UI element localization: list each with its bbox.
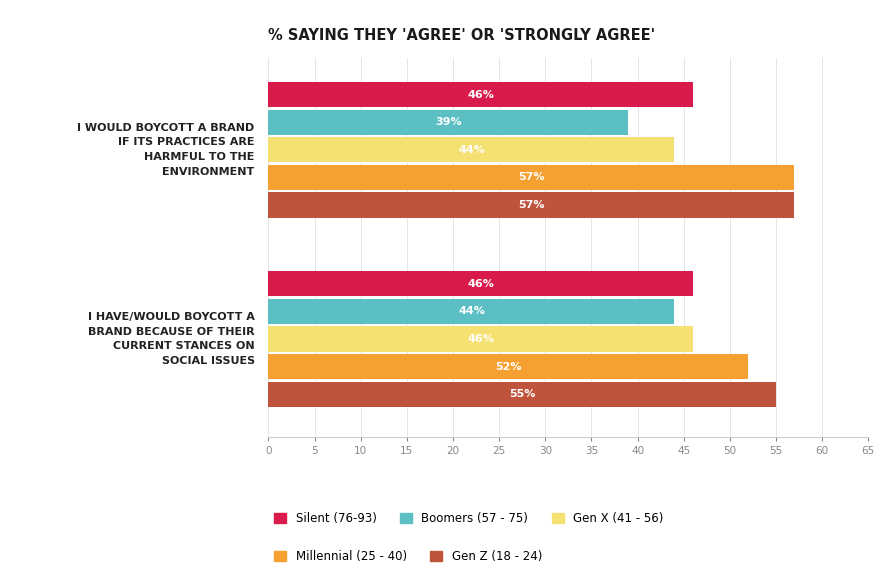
Text: 57%: 57% bbox=[518, 200, 544, 210]
Text: 46%: 46% bbox=[467, 334, 493, 344]
Text: 57%: 57% bbox=[518, 172, 544, 182]
Bar bbox=[268, 299, 674, 324]
Text: 52%: 52% bbox=[494, 361, 521, 371]
Text: 55%: 55% bbox=[509, 389, 535, 399]
Bar bbox=[268, 354, 747, 379]
Text: 44%: 44% bbox=[458, 306, 485, 317]
Text: 44%: 44% bbox=[458, 145, 485, 155]
Text: 39%: 39% bbox=[434, 117, 461, 127]
Bar bbox=[268, 382, 775, 407]
Bar bbox=[268, 109, 628, 135]
Text: I WOULD BOYCOTT A BRAND
IF ITS PRACTICES ARE
HARMFUL TO THE
ENVIRONMENT: I WOULD BOYCOTT A BRAND IF ITS PRACTICES… bbox=[77, 123, 255, 177]
Text: I HAVE/WOULD BOYCOTT A
BRAND BECAUSE OF THEIR
CURRENT STANCES ON
SOCIAL ISSUES: I HAVE/WOULD BOYCOTT A BRAND BECAUSE OF … bbox=[88, 312, 255, 366]
Bar bbox=[268, 82, 692, 107]
Bar bbox=[268, 137, 674, 162]
Bar bbox=[268, 165, 794, 190]
Legend: Millennial (25 - 40), Gen Z (18 - 24): Millennial (25 - 40), Gen Z (18 - 24) bbox=[274, 550, 542, 563]
Bar bbox=[268, 193, 794, 218]
Text: 46%: 46% bbox=[467, 90, 493, 100]
Bar bbox=[268, 327, 692, 352]
Text: % SAYING THEY 'AGREE' OR 'STRONGLY AGREE': % SAYING THEY 'AGREE' OR 'STRONGLY AGREE… bbox=[268, 28, 655, 43]
Bar bbox=[268, 271, 692, 296]
Text: 46%: 46% bbox=[467, 279, 493, 289]
